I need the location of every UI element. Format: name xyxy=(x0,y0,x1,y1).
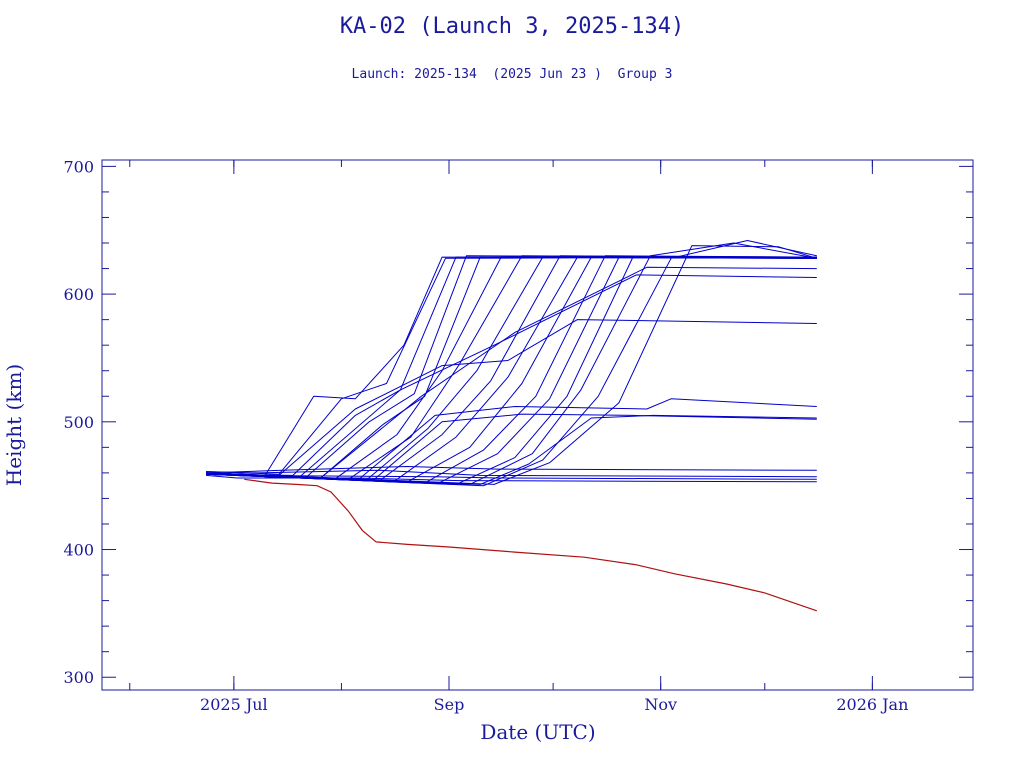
y-tick-label: 600 xyxy=(63,285,94,304)
series-line-24 xyxy=(206,473,817,480)
series-line-12 xyxy=(206,255,817,484)
series-line-27 xyxy=(206,466,817,474)
series-line-17 xyxy=(206,245,817,485)
series-line-9 xyxy=(206,255,817,482)
y-tick-label: 500 xyxy=(63,413,94,432)
x-tick-label: 2026 Jan xyxy=(836,695,908,714)
series-layer xyxy=(206,240,817,487)
series-line-20 xyxy=(206,266,817,479)
series-line-15 xyxy=(206,242,817,485)
plot-frame xyxy=(101,159,974,691)
series-line-10 xyxy=(206,256,817,483)
y-tick-label: 300 xyxy=(63,668,94,687)
series-line-19 xyxy=(206,274,817,478)
x-axis-label: Date (UTC) xyxy=(480,720,595,744)
series-line-2 xyxy=(206,256,817,475)
series-line-13 xyxy=(206,256,817,484)
y-axis-label: Height (km) xyxy=(2,364,26,486)
series-line-3 xyxy=(206,256,817,476)
series-line-16 xyxy=(206,240,817,487)
series-line-1 xyxy=(206,256,817,476)
chart-title: KA-02 (Launch 3, 2025-134) xyxy=(339,14,685,39)
x-tick-label: Sep xyxy=(434,695,465,714)
series-line-4 xyxy=(206,255,817,478)
chart-subtitle: Launch: 2025-134 (2025 Jun 23 ) Group 3 xyxy=(351,67,673,82)
series-line-25 xyxy=(206,474,817,483)
x-tick-label: Nov xyxy=(644,695,677,714)
y-tick-label: 700 xyxy=(63,157,94,176)
y-tick-label: 400 xyxy=(63,541,94,560)
x-tick-label: 2025 Jul xyxy=(200,695,268,714)
decay-layer xyxy=(244,478,817,612)
series-line-11 xyxy=(206,256,817,483)
series-line-7 xyxy=(206,255,817,480)
series-line-26 xyxy=(206,469,817,478)
decay-line xyxy=(244,478,817,612)
axis-ticks: 300 400 500 600 700 2025 Jul Sep Nov 2026 Jan xyxy=(63,157,973,714)
series-line-5 xyxy=(206,256,817,479)
series-line-6 xyxy=(206,256,817,480)
series-line-23 xyxy=(206,414,817,485)
series-line-8 xyxy=(206,256,817,482)
